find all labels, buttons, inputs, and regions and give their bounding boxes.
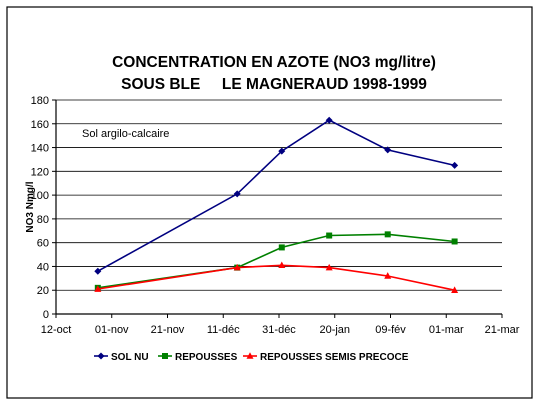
series-1-point: [451, 238, 458, 245]
series-2-point: [325, 263, 333, 271]
x-tick-label: 01-mar: [429, 324, 464, 336]
series-line-0: [97, 119, 455, 272]
x-tick-label: 12-oct: [41, 324, 72, 336]
series-2-point: [233, 263, 241, 271]
legend-label: SOL NU: [111, 352, 149, 363]
x-tick-label: 21-mar: [485, 324, 520, 336]
legend-swatch-marker: [162, 353, 168, 359]
y-tick-label: 160: [31, 119, 49, 131]
series-0-point: [451, 161, 459, 169]
series-0-point: [94, 267, 102, 275]
annotation-text: Sol argilo-calcaire: [82, 128, 169, 140]
x-tick-label: 31-déc: [262, 324, 296, 336]
legend-label: REPOUSSES: [175, 352, 238, 363]
y-tick-label: 180: [31, 95, 49, 107]
annotation-box: [78, 126, 186, 140]
series-0-point: [278, 147, 286, 155]
chart-title-line-1: CONCENTRATION EN AZOTE (NO3 mg/litre): [112, 54, 436, 71]
legend-swatch-marker: [97, 352, 105, 360]
x-tick-label: 11-déc: [207, 324, 240, 336]
y-tick-label: 20: [37, 285, 49, 297]
y-tick-label: 80: [37, 214, 49, 226]
series-1-point: [384, 231, 391, 238]
series-0-point: [325, 116, 333, 124]
series-1-point: [278, 244, 285, 251]
legend-swatch-marker: [246, 352, 254, 359]
axes: [52, 99, 503, 318]
series-2-point: [94, 285, 102, 292]
y-tick-label: 140: [31, 143, 49, 155]
x-tick-labels: 12-oct 01-nov 21-nov 11-déc 31-déc 20-jan 09-f…: [41, 324, 520, 336]
x-tick-label: 20-jan: [319, 324, 350, 336]
y-axis-label: NO3 Nmg/l: [25, 181, 36, 232]
y-tick-label: 60: [37, 238, 49, 250]
series-2-point: [384, 272, 392, 279]
series-1-point: [326, 232, 333, 239]
y-tick-label: 40: [37, 261, 49, 273]
series-0-point: [233, 190, 241, 198]
series-2-point: [451, 286, 459, 294]
y-tick-labels: 0 20 40 60 80 100 120 140 160 180: [31, 95, 49, 321]
x-tick-label: 01-nov: [95, 324, 129, 336]
series-2-point: [278, 261, 286, 269]
chart-title-line-2: SOUS BLE LE MAGNERAUD 1998-1999: [121, 76, 427, 93]
y-tick-label: 0: [43, 309, 49, 321]
x-tick-label: 21-nov: [151, 324, 185, 336]
legend-label: REPOUSSES SEMIS PRECOCE: [260, 352, 409, 363]
gridlines: [56, 99, 502, 291]
y-tick-label: 120: [31, 166, 49, 178]
series-line-2: [97, 264, 455, 291]
series-0-point: [384, 146, 392, 154]
x-tick-label: 09-fév: [375, 324, 406, 336]
legend: SOL NU REPOUSSES REPOUSSES SEMIS PRECOCE: [94, 352, 409, 363]
data-series: [94, 116, 459, 294]
y-tick-label: 100: [31, 190, 49, 202]
